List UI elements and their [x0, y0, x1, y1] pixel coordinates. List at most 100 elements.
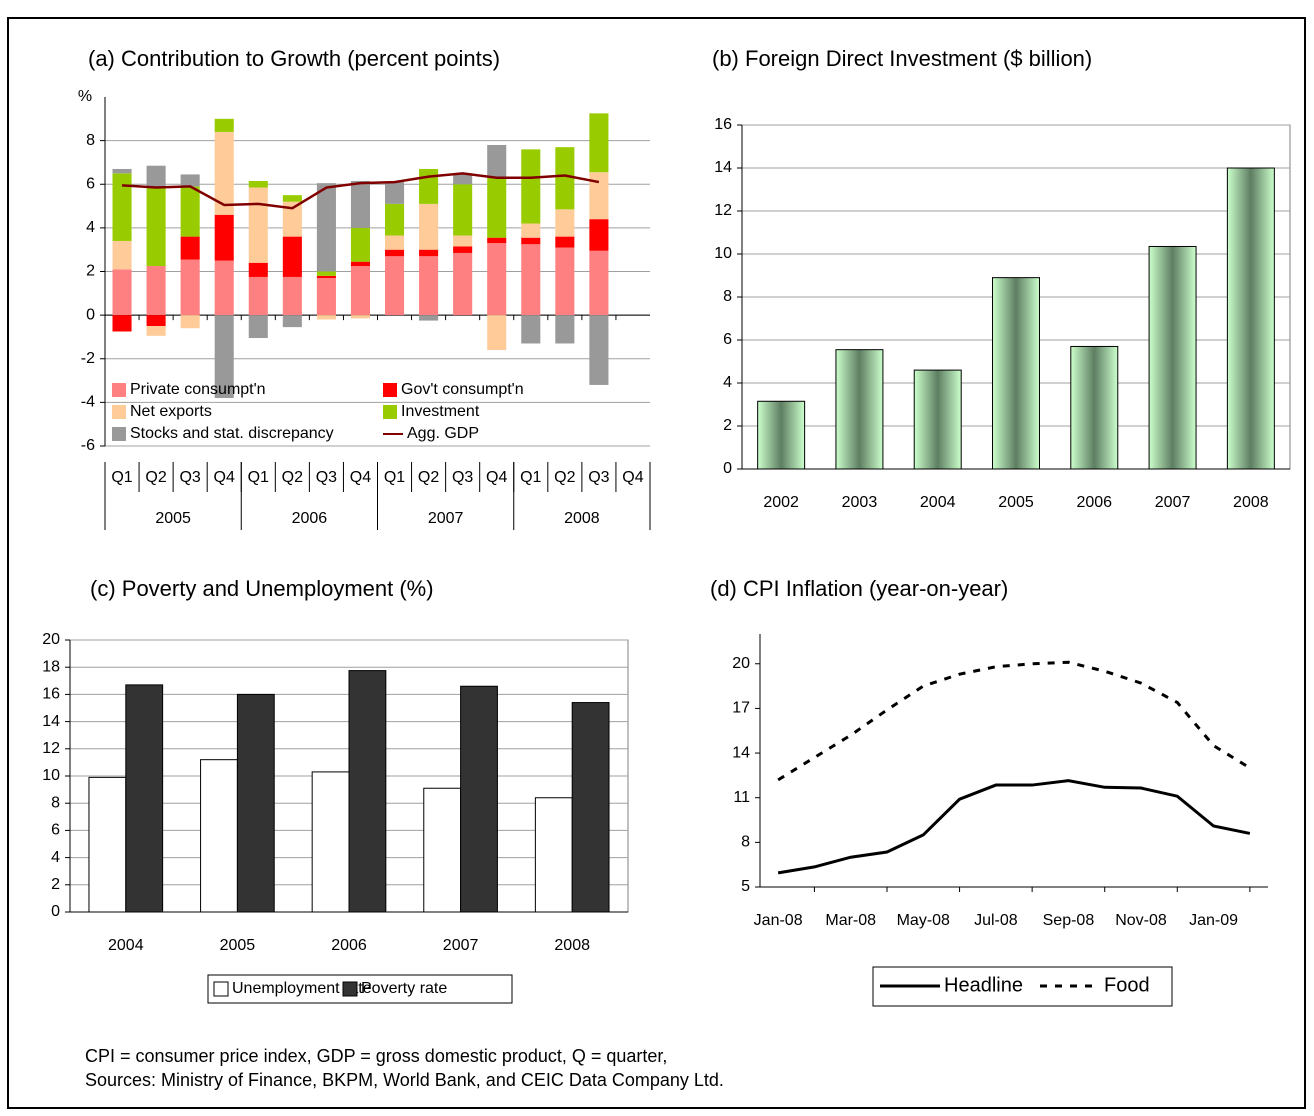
- chart-title: (a) Contribution to Growth (percent poin…: [88, 46, 500, 71]
- y-tick-label: 12: [42, 740, 60, 757]
- x-group-label: 2008: [564, 510, 600, 527]
- y-tick-label: 10: [42, 767, 60, 784]
- x-tick-label: 2006: [331, 937, 367, 954]
- bar-segment: [146, 266, 166, 316]
- legend-label: Net exports: [130, 403, 212, 420]
- bar: [1070, 345, 1119, 470]
- bar-segment: [112, 168, 132, 174]
- x-tick-label: Q1: [111, 469, 132, 486]
- bar: [88, 776, 127, 913]
- y-tick-label: 8: [51, 794, 60, 811]
- bar-segment: [419, 315, 439, 321]
- bar-segment: [282, 195, 302, 202]
- bar: [200, 759, 238, 913]
- y-tick-label: 17: [732, 700, 750, 717]
- bar-segment: [316, 315, 336, 320]
- bar-segment: [487, 144, 507, 177]
- bar-segment: [282, 201, 302, 237]
- legend-swatch: [112, 383, 126, 397]
- bar-segment: [589, 250, 609, 316]
- x-tick-label: Jul-08: [974, 912, 1018, 929]
- bar-segment: [487, 176, 507, 238]
- bar: [835, 349, 884, 470]
- y-tick-label: 5: [741, 878, 750, 895]
- bar-segment: [248, 262, 268, 277]
- bar-segment: [453, 246, 473, 253]
- y-tick-label: 12: [714, 202, 732, 219]
- legend-swatch: [112, 405, 126, 419]
- x-group-label: 2006: [292, 510, 328, 527]
- bar-segment: [112, 240, 132, 270]
- y-tick-label: 20: [732, 655, 750, 672]
- legend-label: Poverty rate: [361, 980, 447, 997]
- chart-title: (c) Poverty and Unemployment (%): [90, 576, 434, 601]
- bar-segment: [282, 276, 302, 316]
- y-tick-label: 8: [741, 834, 750, 851]
- bar-segment: [282, 315, 302, 328]
- bar-segment: [589, 219, 609, 251]
- y-tick-label: 18: [42, 658, 60, 675]
- bar-segment: [180, 186, 200, 237]
- x-tick-label: Q2: [418, 469, 439, 486]
- legend-label: Headline: [944, 974, 1023, 996]
- bar-segment: [146, 165, 166, 188]
- x-tick-label: Q3: [588, 469, 609, 486]
- x-tick-label: Q1: [248, 469, 269, 486]
- y-tick-label: 11: [733, 789, 750, 806]
- bar-segment: [521, 223, 541, 238]
- y-tick-label: 6: [723, 331, 732, 348]
- bar-segment: [316, 278, 336, 316]
- bar: [1226, 167, 1275, 470]
- y-tick-label: 14: [714, 159, 732, 176]
- legend-swatch: [112, 427, 126, 441]
- y-tick-label: 14: [732, 744, 750, 761]
- bar-segment: [453, 173, 473, 185]
- bar-segment: [487, 243, 507, 316]
- bar: [1148, 245, 1197, 470]
- x-tick-label: 2007: [1155, 494, 1191, 511]
- y-tick-label: 8: [723, 288, 732, 305]
- bar: [913, 369, 962, 470]
- y-tick-label: 4: [723, 374, 732, 391]
- y-tick-label: 2: [86, 263, 95, 280]
- bar-segment: [316, 275, 336, 279]
- legend-swatch: [383, 405, 397, 419]
- line: [777, 779, 1251, 875]
- y-tick-label: 14: [42, 713, 60, 730]
- bar-segment: [112, 173, 132, 241]
- bar: [992, 277, 1040, 470]
- bar-segment: [384, 256, 405, 316]
- bar-segment: [316, 183, 336, 272]
- x-tick-label: Jan-08: [754, 912, 803, 929]
- line: [777, 660, 1251, 782]
- x-tick-label: Q2: [145, 469, 166, 486]
- y-tick-label: 16: [714, 116, 732, 133]
- bar-segment: [248, 276, 268, 316]
- bar-segment: [555, 147, 575, 210]
- x-tick-label: Mar-08: [825, 912, 876, 929]
- bar-segment: [555, 247, 575, 316]
- bar-segment: [453, 184, 473, 236]
- bar-segment: [453, 252, 473, 316]
- bar-segment: [350, 315, 371, 319]
- bar: [757, 400, 806, 470]
- x-tick-label: Q3: [452, 469, 473, 486]
- y-tick-label: 0: [723, 460, 732, 477]
- y-tick-label: 20: [42, 631, 60, 648]
- bar-segment: [146, 187, 166, 267]
- y-tick-label: 0: [86, 306, 95, 323]
- legend-label: Agg. GDP: [407, 425, 479, 442]
- bar-segment: [419, 203, 439, 250]
- bar: [534, 797, 573, 913]
- x-tick-label: 2008: [554, 937, 590, 954]
- bar-segment: [487, 237, 507, 244]
- x-tick-label: Q2: [282, 469, 303, 486]
- x-tick-label: 2008: [1233, 494, 1269, 511]
- x-tick-label: 2005: [998, 494, 1034, 511]
- y-tick-label: 2: [723, 417, 732, 434]
- y-tick-label: 8: [86, 132, 95, 149]
- bar-segment: [214, 118, 234, 132]
- x-tick-label: Sep-08: [1043, 912, 1095, 929]
- x-tick-label: Q4: [350, 469, 371, 486]
